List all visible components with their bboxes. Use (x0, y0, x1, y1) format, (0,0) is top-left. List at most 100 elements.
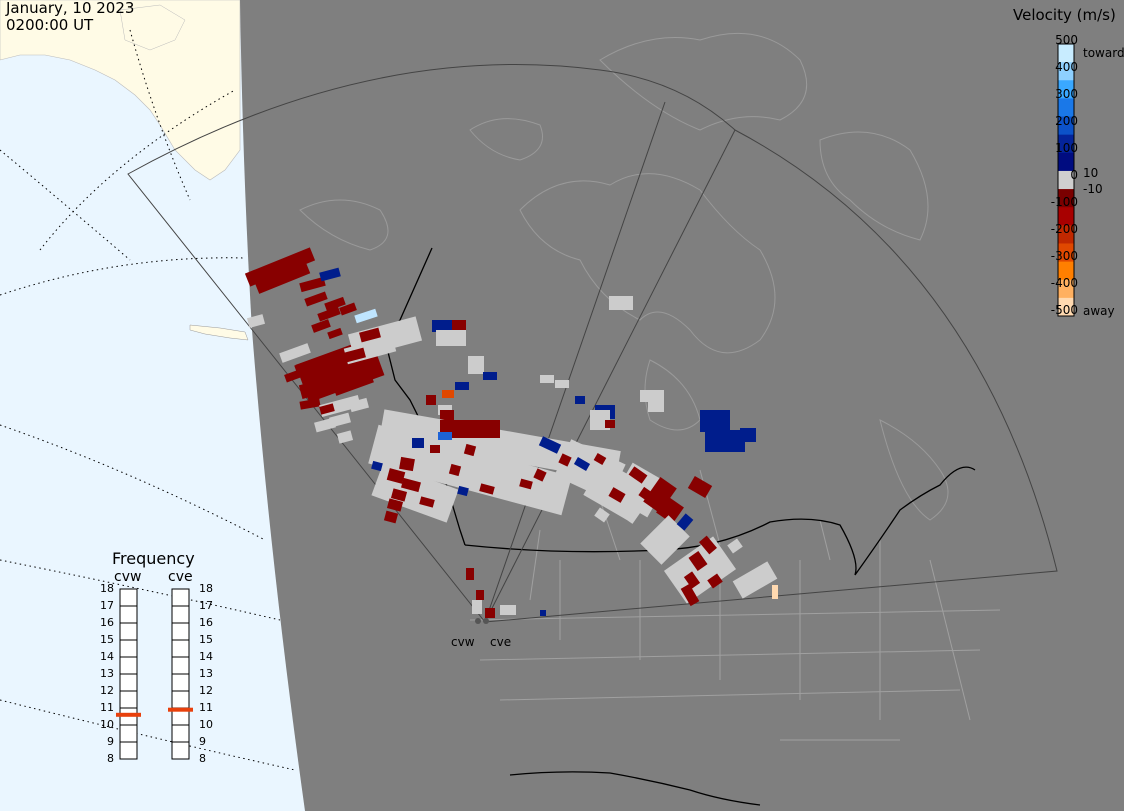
velocity-cell (419, 496, 435, 508)
sunlit-land-island (119, 4, 186, 51)
velocity-cell (354, 308, 378, 324)
colorbar-tick-label: 100 (1055, 141, 1078, 155)
velocity-cell (386, 468, 406, 484)
colorbar-title: Velocity (m/s) (1013, 6, 1116, 24)
velocity-cell (455, 382, 469, 390)
fov-outlines (127, 64, 1058, 623)
velocity-cell (479, 483, 495, 495)
velocity-cell (573, 457, 591, 471)
velocity-cell (640, 515, 690, 565)
velocity-cell (284, 369, 302, 383)
velocity-cell (244, 247, 316, 287)
velocity-cell (457, 485, 469, 497)
colorbar-segment (1058, 134, 1074, 154)
velocity-cell (327, 327, 343, 340)
velocity-cell (640, 390, 664, 402)
colorbar-tick-label: -300 (1050, 249, 1078, 263)
velocity-cell (575, 396, 585, 404)
toward-label: toward (1083, 46, 1124, 60)
velocity-cell (538, 436, 562, 454)
frequency-radar-cve: cve (168, 569, 193, 585)
frequency-tick-label: 18 (199, 582, 213, 595)
frequency-tick-label: 11 (199, 701, 213, 714)
velocity-cell (246, 314, 266, 328)
velocity-cell (440, 420, 500, 438)
frequency-tick-label: 17 (100, 599, 114, 612)
velocity-cell (732, 561, 778, 599)
frequency-boxes (116, 588, 193, 760)
state-borders (469, 469, 1001, 741)
colorbar-tick-label: -200 (1050, 222, 1078, 236)
colorbar-segment (1058, 207, 1074, 226)
velocity-cell (432, 320, 452, 332)
frequency-tick-label: 13 (100, 667, 114, 680)
frequency-tick-label: 9 (199, 735, 206, 748)
velocity-cell (648, 402, 664, 412)
velocity-cell (317, 306, 341, 322)
colorbar-segment (1058, 98, 1074, 118)
frequency-tick-label: 15 (199, 633, 213, 646)
velocity-cell (426, 395, 436, 405)
colorbar-tick-label: 0 (1070, 168, 1078, 182)
velocity-cell (472, 600, 482, 614)
colorbar-segment (1058, 261, 1074, 281)
velocity-cell (643, 476, 677, 514)
frequency-tick-label: 10 (100, 718, 114, 731)
frequency-tick-label: 14 (199, 650, 213, 663)
colorbar-segment (1058, 279, 1074, 299)
velocity-cell (638, 486, 656, 504)
velocity-cell (740, 428, 756, 442)
velocity-cell (399, 456, 415, 472)
colorbar-frame (1057, 43, 1075, 317)
velocity-cell (476, 590, 484, 600)
velocity-cell (605, 420, 615, 428)
velocity-cell (699, 535, 717, 555)
frequency-tick-label: 10 (199, 718, 213, 731)
velocity-cell (442, 390, 454, 398)
velocity-cell (279, 343, 311, 363)
time-label: 0200:00 UT (6, 16, 94, 34)
velocity-cell (540, 610, 546, 616)
velocity-cell (705, 430, 745, 452)
velocity-cell (609, 296, 633, 310)
colorbar-tick-label: 300 (1055, 87, 1078, 101)
velocity-cell (540, 375, 554, 383)
velocity-cell (594, 507, 610, 523)
velocity-cells (244, 247, 778, 618)
frequency-title: Frequency (112, 549, 195, 568)
velocity-cell (436, 330, 466, 346)
velocity-cell (349, 397, 369, 413)
velocity-cell (383, 510, 399, 524)
velocity-cell (254, 262, 311, 294)
velocity-cell (452, 320, 466, 330)
velocity-cell (299, 276, 326, 293)
velocity-cell (687, 475, 713, 499)
velocity-cell (680, 583, 700, 607)
velocity-cell (676, 513, 694, 531)
velocity-cell (616, 496, 644, 524)
site-marker-cvw (475, 618, 481, 624)
velocity-cell (688, 551, 708, 571)
velocity-cell (772, 585, 778, 599)
colorbar-segment (1058, 116, 1074, 136)
site-label-cvw: cvw (451, 635, 475, 649)
velocity-cell (438, 432, 452, 440)
date-label: January, 10 2023 (6, 0, 135, 17)
frequency-marker-cve (168, 707, 193, 712)
frequency-tick-label: 16 (199, 616, 213, 629)
velocity-cell (608, 487, 626, 503)
velocity-cell (727, 538, 743, 554)
velocity-cell (319, 267, 341, 282)
velocity-cell (700, 410, 730, 432)
colorbar-segment (1058, 189, 1074, 208)
frequency-tick-label: 11 (100, 701, 114, 714)
colorbar-segment (1058, 62, 1074, 81)
velocity-cell (683, 571, 701, 589)
velocity-colorbar (1057, 43, 1075, 317)
site-marker-cve (483, 618, 489, 624)
velocity-cell (663, 536, 737, 604)
velocity-cell (401, 477, 421, 493)
velocity-cell (412, 438, 424, 448)
velocity-cell (299, 398, 321, 410)
